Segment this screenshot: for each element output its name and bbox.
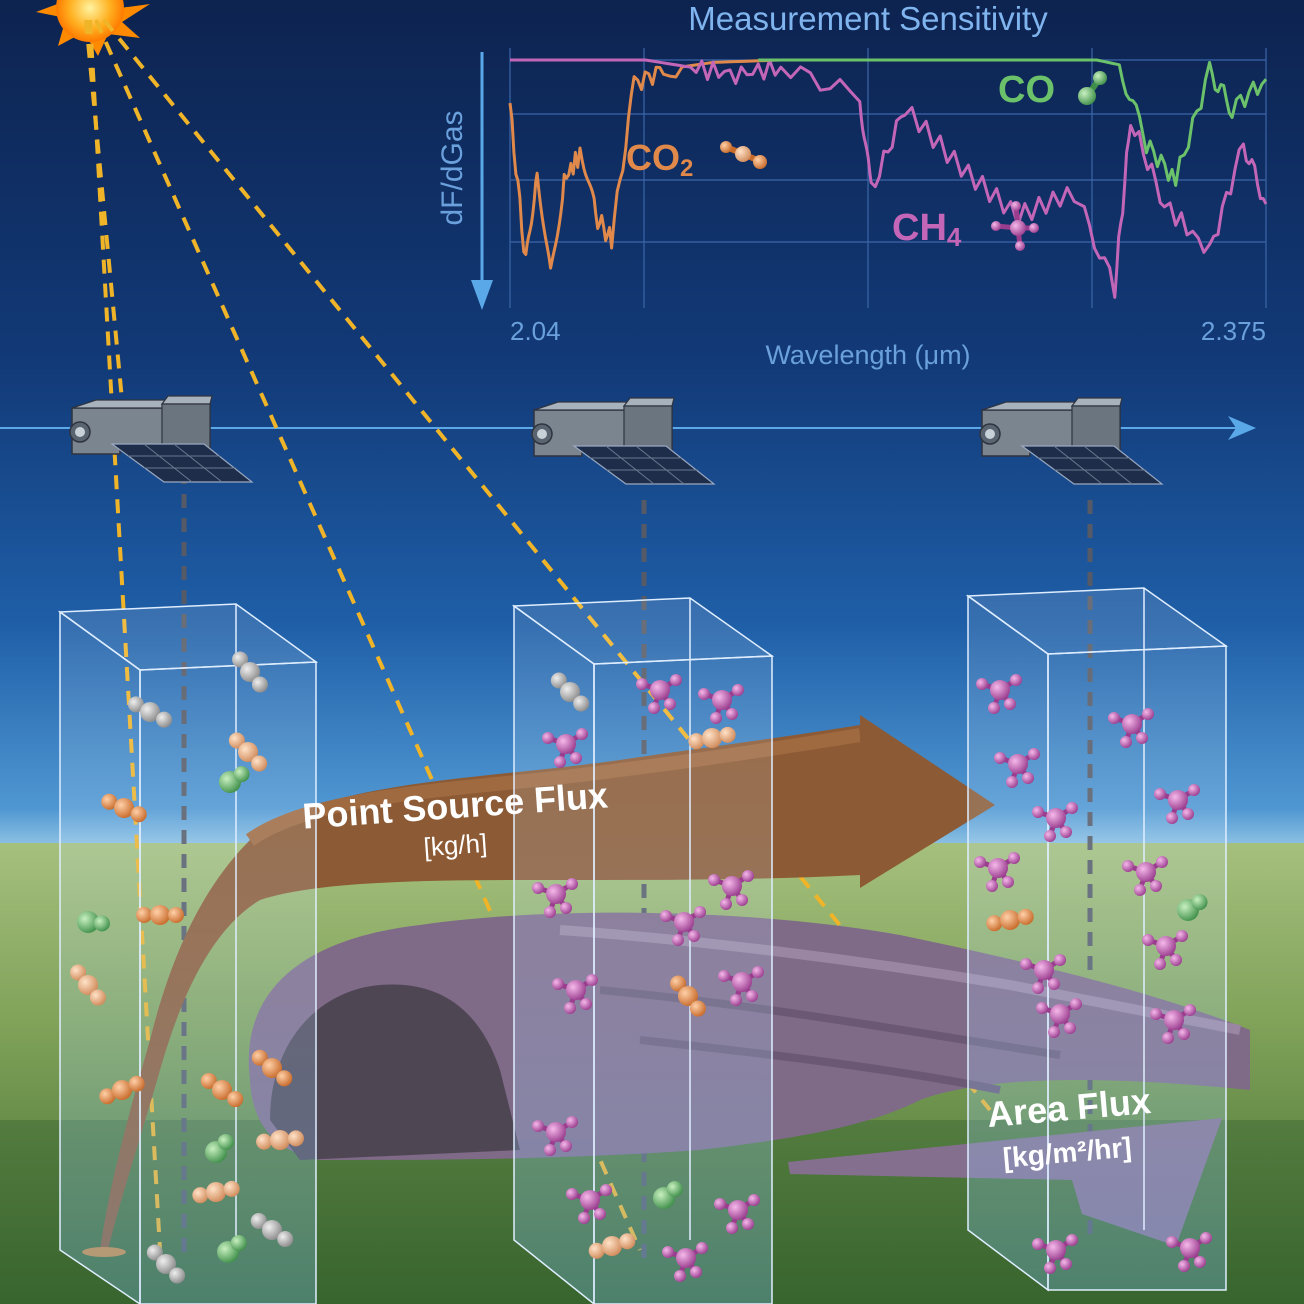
series-line-co — [758, 58, 1268, 187]
orbit-direction-arrow-icon — [1228, 416, 1256, 440]
co2-molecule-icon — [200, 1072, 244, 1108]
ch4-molecule-icon — [1036, 998, 1082, 1038]
co2-molecule-icon — [670, 975, 706, 1017]
ch4-molecule-icon — [1032, 802, 1078, 842]
y-axis-label: dF/dGas — [436, 110, 469, 225]
ch4-molecule-icon — [552, 974, 598, 1014]
ch4-molecule-icon — [532, 878, 578, 918]
co2-molecule-icon — [232, 651, 268, 693]
co2-molecule-icon — [228, 732, 268, 772]
co2-molecule-icon — [720, 141, 767, 169]
series-line-ch4 — [510, 58, 1268, 299]
satellite-icon — [531, 397, 716, 485]
co-molecule-icon — [1078, 71, 1107, 105]
co2-molecule-icon — [588, 1233, 636, 1259]
ch4-molecule-icon — [532, 1116, 578, 1156]
co2-molecule-icon — [550, 672, 590, 712]
ch4-molecule-icon — [976, 674, 1022, 714]
ch4-label: CH4 — [892, 207, 962, 252]
ch4-molecule-icon — [662, 1242, 708, 1282]
co-molecule-icon — [205, 1133, 234, 1163]
molecules-layer — [70, 651, 1212, 1284]
ch4-molecule-icon — [1032, 1234, 1078, 1274]
co-molecule-icon — [217, 1234, 247, 1263]
co-molecule-icon — [77, 911, 110, 933]
chart-series-lines — [508, 58, 1268, 299]
satellite-icon — [979, 397, 1164, 485]
x-axis-label: Wavelength (μm) — [765, 340, 970, 370]
ch4-molecule-icon — [1154, 784, 1200, 824]
co2-molecule-icon — [127, 696, 173, 728]
ch4-molecule-icon — [542, 728, 588, 768]
co2-molecule-icon — [986, 908, 1034, 932]
ch4-molecule-icon — [1122, 856, 1168, 896]
co-molecule-icon — [653, 1180, 683, 1209]
column-middle — [511, 597, 775, 1304]
co2-label: CO2 — [626, 137, 693, 182]
ch4-molecule-icon — [566, 1184, 612, 1224]
co2-molecule-icon — [70, 964, 106, 1006]
sensitivity-chart — [471, 48, 1268, 310]
satellites-layer — [69, 395, 1164, 485]
co2-molecule-icon — [99, 1075, 145, 1105]
sunlight-rays — [84, 18, 992, 1251]
column-left — [57, 603, 319, 1304]
co2-molecule-icon — [146, 1244, 186, 1284]
x-tick-max: 2.375 — [1201, 316, 1266, 346]
co-label: CO — [998, 69, 1055, 111]
ch4-molecule-icon — [636, 674, 682, 714]
co2-molecule-icon — [251, 1049, 293, 1087]
co-molecule-icon — [219, 766, 250, 793]
co2-molecule-icon — [136, 905, 184, 925]
co-molecule-icon — [1177, 894, 1208, 921]
x-tick-min: 2.04 — [510, 316, 561, 346]
ch4-molecule-icon — [1142, 930, 1188, 970]
co2-molecule-icon — [101, 793, 147, 823]
ch4-molecule-icon — [974, 852, 1020, 892]
co2-molecule-icon — [250, 1212, 294, 1248]
co2-molecule-icon — [192, 1180, 240, 1204]
ch4-molecule-icon — [714, 1194, 760, 1234]
ch4-molecule-icon — [1020, 954, 1066, 994]
y-axis-arrowhead-icon — [471, 280, 493, 310]
ch4-molecule-icon — [698, 684, 744, 724]
co2-molecule-icon — [256, 1130, 304, 1150]
ch4-molecule-icon — [660, 906, 706, 946]
co2-molecule-icon — [688, 726, 736, 750]
ch4-molecule-icon — [991, 201, 1039, 251]
ch4-molecule-icon — [1166, 1232, 1212, 1272]
ch4-molecule-icon — [994, 748, 1040, 788]
ch4-molecule-icon — [708, 870, 754, 910]
ch4-molecule-icon — [718, 966, 764, 1006]
chart-title: Measurement Sensitivity — [688, 0, 1048, 37]
ch4-molecule-icon — [1108, 708, 1154, 748]
satellite-icon — [69, 395, 254, 483]
point-source-flux-unit: [kg/h] — [423, 828, 489, 862]
ch4-molecule-icon — [1150, 1004, 1196, 1044]
